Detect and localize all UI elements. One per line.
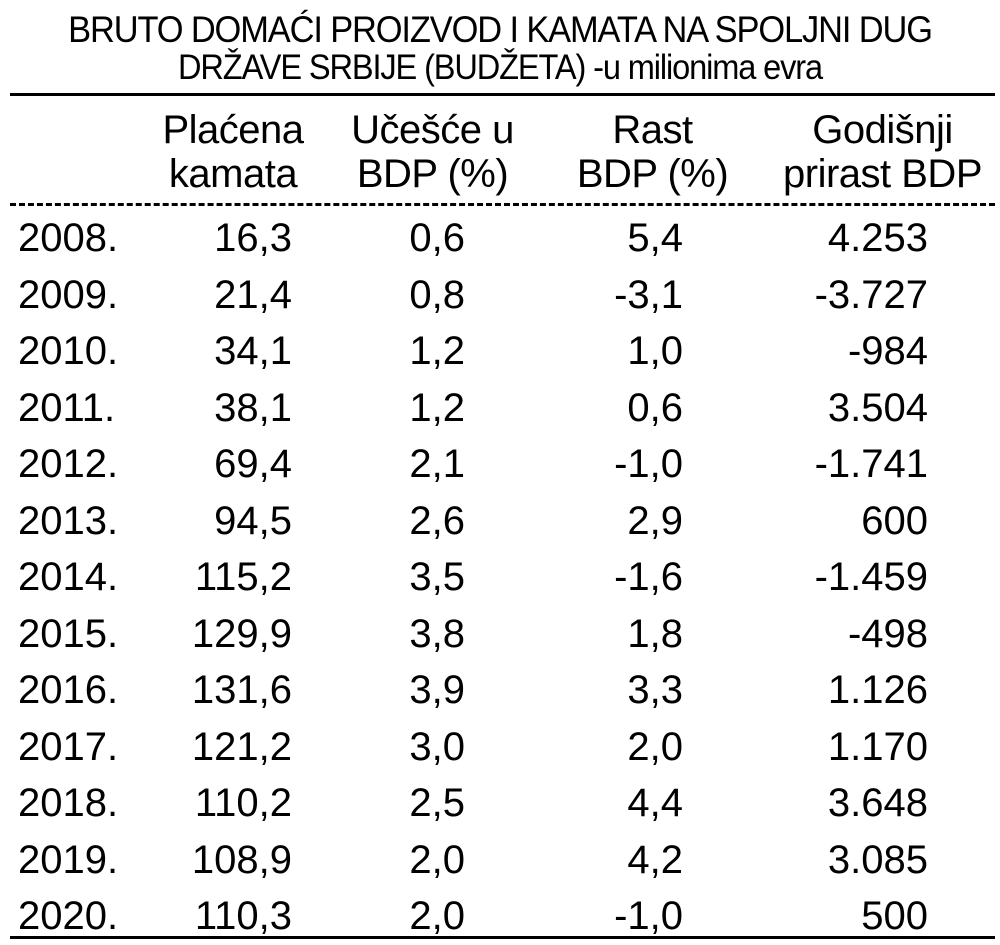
share-cell: 2,5: [409, 781, 465, 825]
interest-cell: 110,3: [194, 894, 292, 938]
header-growth-line2: BDP (%): [576, 152, 729, 196]
header-interest-line2: kamata: [168, 152, 298, 196]
growth-cell: 5,4: [627, 216, 683, 260]
interest-cell: 115,2: [194, 555, 292, 599]
year-cell: 2013.: [18, 498, 119, 543]
table-row: 2012. 69,4 2,1 -1,0 -1.741: [0, 436, 1000, 493]
table-row: 2017. 121,2 3,0 2,0 1.170: [0, 719, 1000, 776]
increase-cell: 3.504: [827, 385, 928, 430]
share-cell: 3,0: [409, 724, 465, 769]
growth-cell: 0,6: [627, 385, 683, 430]
increase-cell: -3.727: [814, 272, 928, 317]
header-gdp-growth: Rast BDP (%): [565, 108, 740, 196]
year-cell: 2010.: [18, 329, 119, 373]
increase-cell: -1.459: [814, 555, 928, 599]
table-row: 2014. 115,2 3,5 -1,6 -1.459: [0, 549, 1000, 606]
year-cell: 2018.: [18, 781, 119, 825]
table-row: 2016. 131,6 3,9 3,3 1.126: [0, 662, 1000, 719]
year-cell: 2009.: [18, 272, 119, 317]
year-cell: 2008.: [18, 216, 119, 260]
growth-cell: 3,3: [627, 668, 683, 712]
interest-cell: 21,4: [214, 272, 292, 317]
table-row: 2015. 129,9 3,8 1,8 -498: [0, 606, 1000, 663]
header-annual-gdp-increase: Godišnji prirast BDP: [770, 108, 995, 196]
header-share-line1: Učešće u: [351, 108, 514, 152]
table-row: 2009. 21,4 0,8 -3,1 -3.727: [0, 267, 1000, 324]
growth-cell: 1,8: [627, 611, 683, 656]
interest-cell: 16,3: [214, 216, 292, 260]
share-cell: 1,2: [409, 385, 465, 430]
increase-cell: -498: [847, 611, 928, 656]
year-cell: 2015.: [18, 611, 119, 656]
header-share-line2: BDP (%): [356, 152, 509, 196]
growth-cell: 1,0: [627, 329, 683, 373]
title-line-1: BRUTO DOMAĆI PROIZVOD I KAMATA NA SPOLJN…: [68, 9, 933, 50]
share-cell: 2,6: [409, 498, 465, 543]
share-cell: 2,0: [409, 894, 465, 938]
growth-cell: 2,0: [627, 724, 683, 769]
year-cell: 2016.: [18, 668, 119, 712]
growth-cell: 4,4: [627, 781, 683, 825]
top-rule: [10, 93, 995, 96]
share-cell: 0,8: [409, 272, 465, 317]
share-cell: 3,9: [409, 668, 465, 712]
increase-cell: 1.126: [827, 668, 928, 712]
interest-cell: 108,9: [191, 837, 292, 882]
table-row: 2013. 94,5 2,6 2,9 600: [0, 493, 1000, 550]
header-growth-line1: Rast: [612, 108, 693, 152]
header-gdp-share: Učešće u BDP (%): [345, 108, 520, 196]
interest-cell: 121,2: [191, 724, 292, 769]
increase-cell: 500: [861, 894, 928, 938]
header-interest-paid: Plaćena kamata: [158, 108, 308, 196]
share-cell: 3,5: [409, 555, 465, 599]
year-cell: 2020.: [18, 894, 119, 938]
increase-cell: 600: [861, 498, 928, 543]
header-dashed-rule: [10, 203, 995, 206]
increase-cell: 3.085: [827, 837, 928, 882]
table-row: 2011. 38,1 1,2 0,6 3.504: [0, 380, 1000, 437]
year-cell: 2012.: [18, 442, 119, 486]
interest-cell: 129,9: [191, 611, 292, 656]
year-cell: 2017.: [18, 724, 119, 769]
increase-cell: 1.170: [827, 724, 928, 769]
share-cell: 2,1: [409, 442, 465, 486]
growth-cell: -1,0: [614, 894, 683, 938]
interest-cell: 94,5: [214, 498, 292, 543]
interest-cell: 110,2: [194, 781, 292, 825]
year-cell: 2011.: [18, 385, 116, 430]
increase-cell: 3.648: [827, 781, 928, 825]
table-title: BRUTO DOMAĆI PROIZVOD I KAMATA NA SPOLJN…: [0, 10, 1000, 86]
interest-cell: 69,4: [214, 442, 292, 486]
header-increase-line1: Godišnji: [812, 108, 953, 152]
table-row: 2019. 108,9 2,0 4,2 3.085: [0, 832, 1000, 889]
header-increase-line2: prirast BDP: [783, 152, 983, 196]
year-cell: 2019.: [18, 837, 119, 882]
growth-cell: -1,6: [614, 555, 683, 599]
growth-cell: 2,9: [627, 498, 683, 543]
title-line-2: DRŽAVE SRBIJE (BUDŽETA) -u milionima evr…: [178, 48, 823, 87]
share-cell: 1,2: [409, 329, 465, 373]
interest-cell: 131,6: [191, 668, 292, 712]
interest-cell: 38,1: [214, 385, 292, 430]
increase-cell: 4.253: [827, 216, 928, 260]
table-row: 2008. 16,3 0,6 5,4 4.253: [0, 210, 1000, 267]
increase-cell: -1.741: [814, 442, 928, 486]
header-interest-line1: Plaćena: [162, 108, 304, 152]
growth-cell: -3,1: [614, 272, 683, 317]
year-cell: 2014.: [18, 555, 119, 599]
table-row: 2010. 34,1 1,2 1,0 -984: [0, 323, 1000, 380]
share-cell: 3,8: [409, 611, 465, 656]
table-row: 2018. 110,2 2,5 4,4 3.648: [0, 775, 1000, 832]
increase-cell: -984: [847, 329, 928, 373]
bottom-rule: [10, 936, 995, 939]
growth-cell: 4,2: [627, 837, 683, 882]
share-cell: 0,6: [409, 216, 465, 260]
table-row: 2020. 110,3 2,0 -1,0 500: [0, 888, 1000, 945]
table-body: 2008. 16,3 0,6 5,4 4.253 2009. 21,4 0,8 -3,1 -3.7…: [0, 210, 1000, 945]
interest-cell: 34,1: [214, 329, 292, 373]
growth-cell: -1,0: [614, 442, 683, 486]
share-cell: 2,0: [409, 837, 465, 882]
